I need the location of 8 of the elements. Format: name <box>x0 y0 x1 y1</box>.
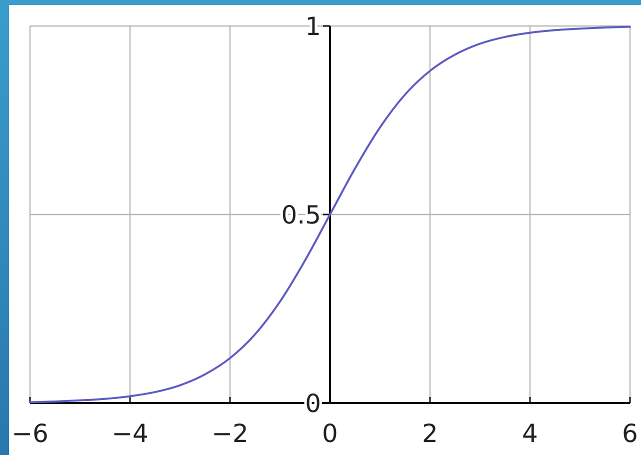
y-tick-label: 1 <box>305 12 321 41</box>
x-tick-label: −2 <box>212 418 248 448</box>
x-tick-label: −6 <box>12 418 48 448</box>
x-tick-label: 2 <box>422 418 438 448</box>
x-tick-label: 4 <box>522 418 538 448</box>
y-tick-label: 0.5 <box>281 200 321 230</box>
x-tick-label: −4 <box>112 418 148 448</box>
x-tick-label: 6 <box>622 418 638 448</box>
